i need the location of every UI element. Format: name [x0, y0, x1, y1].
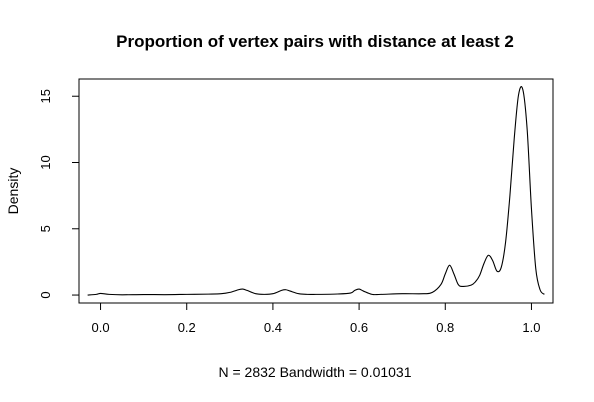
- y-axis-label: Density: [5, 168, 21, 215]
- x-tick-label: 1.0: [522, 320, 540, 335]
- x-tick-label: 0.0: [92, 320, 110, 335]
- x-tick-label: 0.6: [350, 320, 368, 335]
- x-axis-label: N = 2832 Bandwidth = 0.01031: [218, 364, 411, 380]
- y-tick-label: 5: [38, 225, 53, 232]
- x-axis: 0.0 0.2 0.4 0.6 0.8 1.0: [92, 302, 540, 335]
- y-tick-label: 0: [38, 291, 53, 298]
- chart-title: Proportion of vertex pairs with distance…: [116, 32, 514, 51]
- y-axis: 0 5 10 15: [38, 89, 80, 299]
- y-tick-label: 15: [38, 89, 53, 103]
- x-tick-label: 0.8: [436, 320, 454, 335]
- density-curve: [87, 86, 545, 296]
- x-tick-label: 0.2: [178, 320, 196, 335]
- y-tick-label: 10: [38, 155, 53, 169]
- x-tick-label: 0.4: [264, 320, 282, 335]
